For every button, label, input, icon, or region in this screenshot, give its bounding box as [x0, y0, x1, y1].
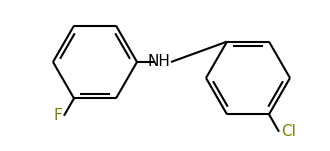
Text: Cl: Cl — [281, 124, 296, 139]
Text: F: F — [53, 108, 62, 123]
Text: NH: NH — [148, 55, 170, 69]
